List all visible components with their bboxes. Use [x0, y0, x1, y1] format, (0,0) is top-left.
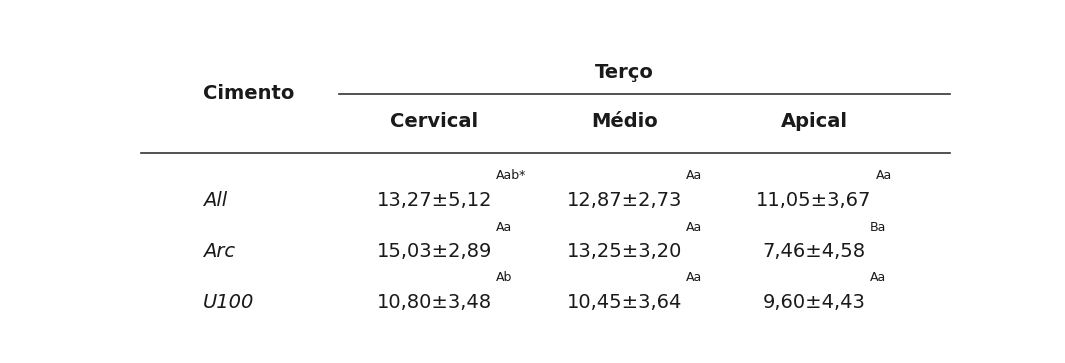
Text: Médio: Médio [591, 112, 657, 131]
Text: Aa: Aa [686, 221, 702, 234]
Text: Arc: Arc [203, 242, 235, 261]
Text: Aa: Aa [686, 169, 702, 182]
Text: Cervical: Cervical [391, 112, 478, 131]
Text: 7,46±4,58: 7,46±4,58 [763, 242, 866, 261]
Text: Aa: Aa [686, 271, 702, 284]
Text: Aa: Aa [875, 169, 892, 182]
Text: Aa: Aa [870, 271, 886, 284]
Text: 13,25±3,20: 13,25±3,20 [567, 242, 682, 261]
Text: U100: U100 [203, 293, 255, 311]
Text: 9,60±4,43: 9,60±4,43 [763, 293, 866, 311]
Text: Cimento: Cimento [203, 84, 295, 103]
Text: 12,87±2,73: 12,87±2,73 [567, 191, 682, 209]
Text: Apical: Apical [781, 112, 848, 131]
Text: 15,03±2,89: 15,03±2,89 [377, 242, 492, 261]
Text: Ba: Ba [870, 221, 886, 234]
Text: 13,27±5,12: 13,27±5,12 [377, 191, 492, 209]
Text: Aab*: Aab* [496, 169, 526, 182]
Text: 10,80±3,48: 10,80±3,48 [377, 293, 492, 311]
Text: Ab: Ab [496, 271, 512, 284]
Text: 10,45±3,64: 10,45±3,64 [567, 293, 682, 311]
Text: Aa: Aa [496, 221, 512, 234]
Text: 11,05±3,67: 11,05±3,67 [756, 191, 872, 209]
Text: Terço: Terço [594, 64, 654, 82]
Text: All: All [203, 191, 228, 209]
